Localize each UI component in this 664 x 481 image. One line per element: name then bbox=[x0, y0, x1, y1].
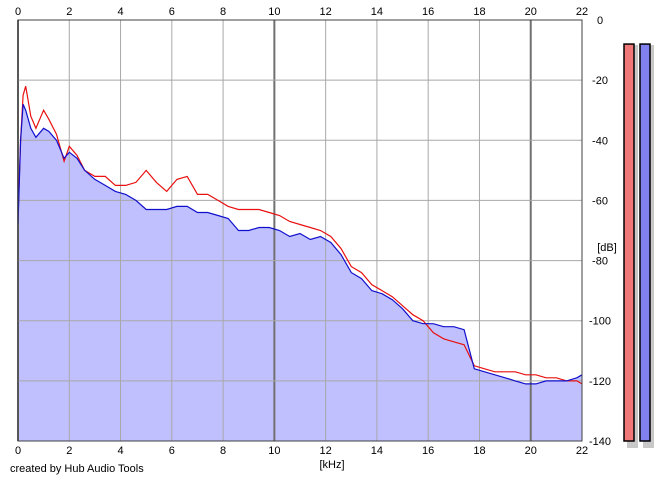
level-meter-1 bbox=[623, 43, 635, 442]
x-tick-label-top: 20 bbox=[525, 6, 537, 18]
series-line-2 bbox=[17, 103, 583, 385]
level-meters bbox=[623, 43, 654, 448]
x-tick-labels-bottom: 0 2 4 6 8 10 12 14 16 18 20 22 bbox=[15, 445, 588, 457]
x-tick-label-bottom: 2 bbox=[66, 445, 72, 457]
x-tick-label-top: 12 bbox=[320, 6, 332, 18]
x-axis-label: [kHz] bbox=[319, 459, 344, 471]
x-tick-label-bottom: 20 bbox=[525, 445, 537, 457]
y-axis-label: [dB] bbox=[597, 242, 617, 254]
x-tick-label-bottom: 4 bbox=[117, 445, 123, 457]
y-tick-label: -40 bbox=[592, 135, 608, 147]
x-tick-label-top: 22 bbox=[576, 6, 588, 18]
x-tick-label-bottom: 22 bbox=[576, 445, 588, 457]
x-tick-label-top: 14 bbox=[371, 6, 383, 18]
x-tick-label-top: 6 bbox=[169, 6, 175, 18]
x-tick-label-bottom: 18 bbox=[473, 445, 485, 457]
x-tick-label-bottom: 16 bbox=[422, 445, 434, 457]
x-tick-label-top: 16 bbox=[422, 6, 434, 18]
fill-area bbox=[18, 104, 582, 441]
x-tick-label-bottom: 12 bbox=[320, 445, 332, 457]
x-tick-label-top: 8 bbox=[220, 6, 226, 18]
y-tick-label: -60 bbox=[592, 195, 608, 207]
y-tick-label: -140 bbox=[589, 436, 611, 448]
y-tick-label: -80 bbox=[592, 256, 608, 268]
x-tick-label-bottom: 8 bbox=[220, 445, 226, 457]
series-line-1 bbox=[17, 86, 583, 385]
x-tick-label-top: 2 bbox=[66, 6, 72, 18]
x-tick-label-top: 4 bbox=[117, 6, 123, 18]
y-tick-label: 0 bbox=[597, 15, 603, 27]
axes bbox=[17, 19, 583, 442]
y-tick-label: -20 bbox=[592, 75, 608, 87]
x-tick-label-top: 18 bbox=[473, 6, 485, 18]
series-lines bbox=[17, 86, 583, 385]
x-tick-label-bottom: 14 bbox=[371, 445, 383, 457]
y-tick-label: -120 bbox=[589, 376, 611, 388]
x-tick-label-bottom: 6 bbox=[169, 445, 175, 457]
x-tick-label-bottom: 10 bbox=[268, 445, 280, 457]
plot-frame bbox=[17, 19, 583, 442]
y-tick-label: -100 bbox=[589, 316, 611, 328]
credit-text: created by Hub Audio Tools bbox=[10, 463, 144, 475]
x-tick-labels-top: 0 2 4 6 8 10 12 14 16 18 20 22 bbox=[15, 6, 588, 18]
y-tick-labels: 0 -20 -40 -60 -80 -100 -120 -140 bbox=[589, 15, 611, 448]
level-meter-2 bbox=[639, 43, 651, 442]
spectrum-fill-area bbox=[18, 104, 582, 441]
x-tick-label-bottom: 0 bbox=[15, 445, 21, 457]
x-tick-label-top: 0 bbox=[15, 6, 21, 18]
x-tick-label-top: 10 bbox=[268, 6, 280, 18]
